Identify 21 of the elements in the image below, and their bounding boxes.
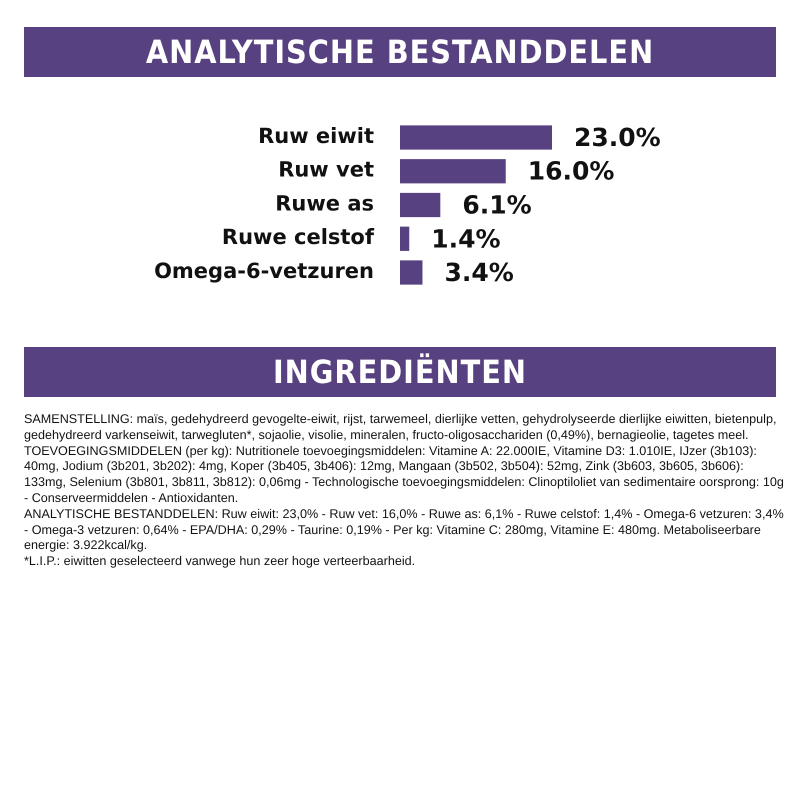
y-tick-label: Ruw eiwit [258, 124, 374, 148]
chart-title: ANALYTISCHE BESTANDDELEN [24, 27, 776, 77]
bar [400, 192, 440, 218]
text: *L.I.P.: eiwitten geselecteerd vanwege hun zeer hoge verteerbaarheid. [24, 554, 416, 570]
text: SAMENSTELLING: maïs, gedehydreerd gevogelte-eiwit, rijst, tarwemeel, dierlijke vetten, gehydrolyseerde dierlijke eiwitten, bietenpulp, gedehydreerd varkenseiwit, tarwegluten*, sojaolie, visolie, mineralen, fructo-oligosacchariden (0,49%), bernagieolie, tagetes meel. [24, 412, 778, 444]
bar [400, 125, 552, 150]
y-tick-label: Ruw vet [278, 158, 374, 182]
data-label: 23.0% [574, 122, 661, 152]
text: ANALYTISCHE BESTANDDELEN: Ruw eiwit: 23,0% - Ruw vet: 16,0% - Ruwe as: 6,1% - Ruwe celstof: 1,4% - Omega-6 vetzuren: 3,4% - Omega-3 vetzuren: 0,64% - EPA/DHA: 0,29% - Taurine: 0,19% - Per kg: Vitamine C: 280mg, Vitamine E: 480mg. Metaboliseerbare energie: 3.922kcal/kg. [24, 506, 784, 554]
data-label: 3.4% [444, 258, 514, 288]
y-tick-label: Ruwe as [275, 191, 374, 216]
bar [400, 226, 410, 251]
data-label: 16.0% [528, 156, 614, 186]
data-label: 6.1% [462, 190, 532, 220]
text: TOEVOEGINGSMIDDELEN (per kg): Nutritionele toevoegingsmiddelen: Vitamine A: 22.000IE, Vitamine D3: 1.010IE, IJzer (3b103): 40mg, Jodium (3b201, 3b202): 4mg, Koper (3b405, 3b406): 12mg, Mangaan (3b502, 3b504): 52mg, Zink (3b603, 3b605, 3b606): 133mg, Selenium (3b801, 3b811, 3b812): 0,06mg - Technologische toevoegingsmiddelen: Clinoptiloliet van sedimentaire oorsprong: 10g - Conserveermiddelen - Antioxidanten. [24, 444, 784, 507]
text: INGREDIËNTEN [24, 347, 776, 397]
y-tick-label: Ruwe celstof [222, 225, 375, 250]
bar [400, 260, 422, 285]
bar [400, 159, 506, 184]
y-tick-label: Omega-6-vetzuren [154, 258, 374, 283]
data-label: 1.4% [431, 224, 501, 254]
